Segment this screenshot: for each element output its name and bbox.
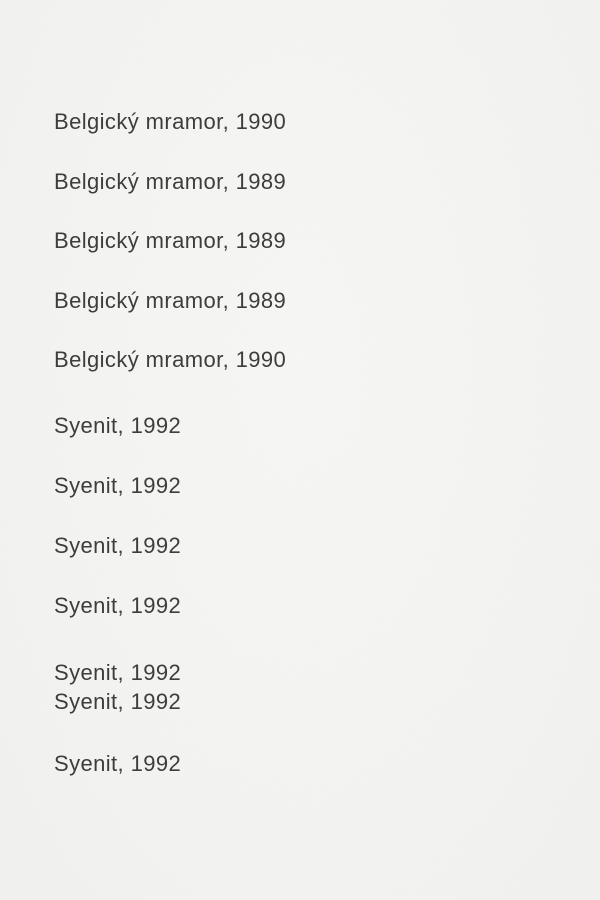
caption-line: Syenit, 1992 [54,533,182,558]
caption-line: Syenit, 1992 [54,593,182,618]
caption-line: Belgický mramor, 1990 [54,109,287,134]
caption-line: Syenit, 1992 [54,689,182,714]
caption-line: Syenit, 1992 [54,413,182,438]
caption-line: Belgický mramor, 1989 [54,288,287,313]
caption-line: Belgický mramor, 1990 [54,347,287,372]
caption-line: Syenit, 1992 [54,751,182,776]
caption-line: Belgický mramor, 1989 [54,228,287,253]
caption-line: Syenit, 1992 [54,660,182,685]
caption-line: Belgický mramor, 1989 [54,169,287,194]
caption-line: Syenit, 1992 [54,473,182,498]
